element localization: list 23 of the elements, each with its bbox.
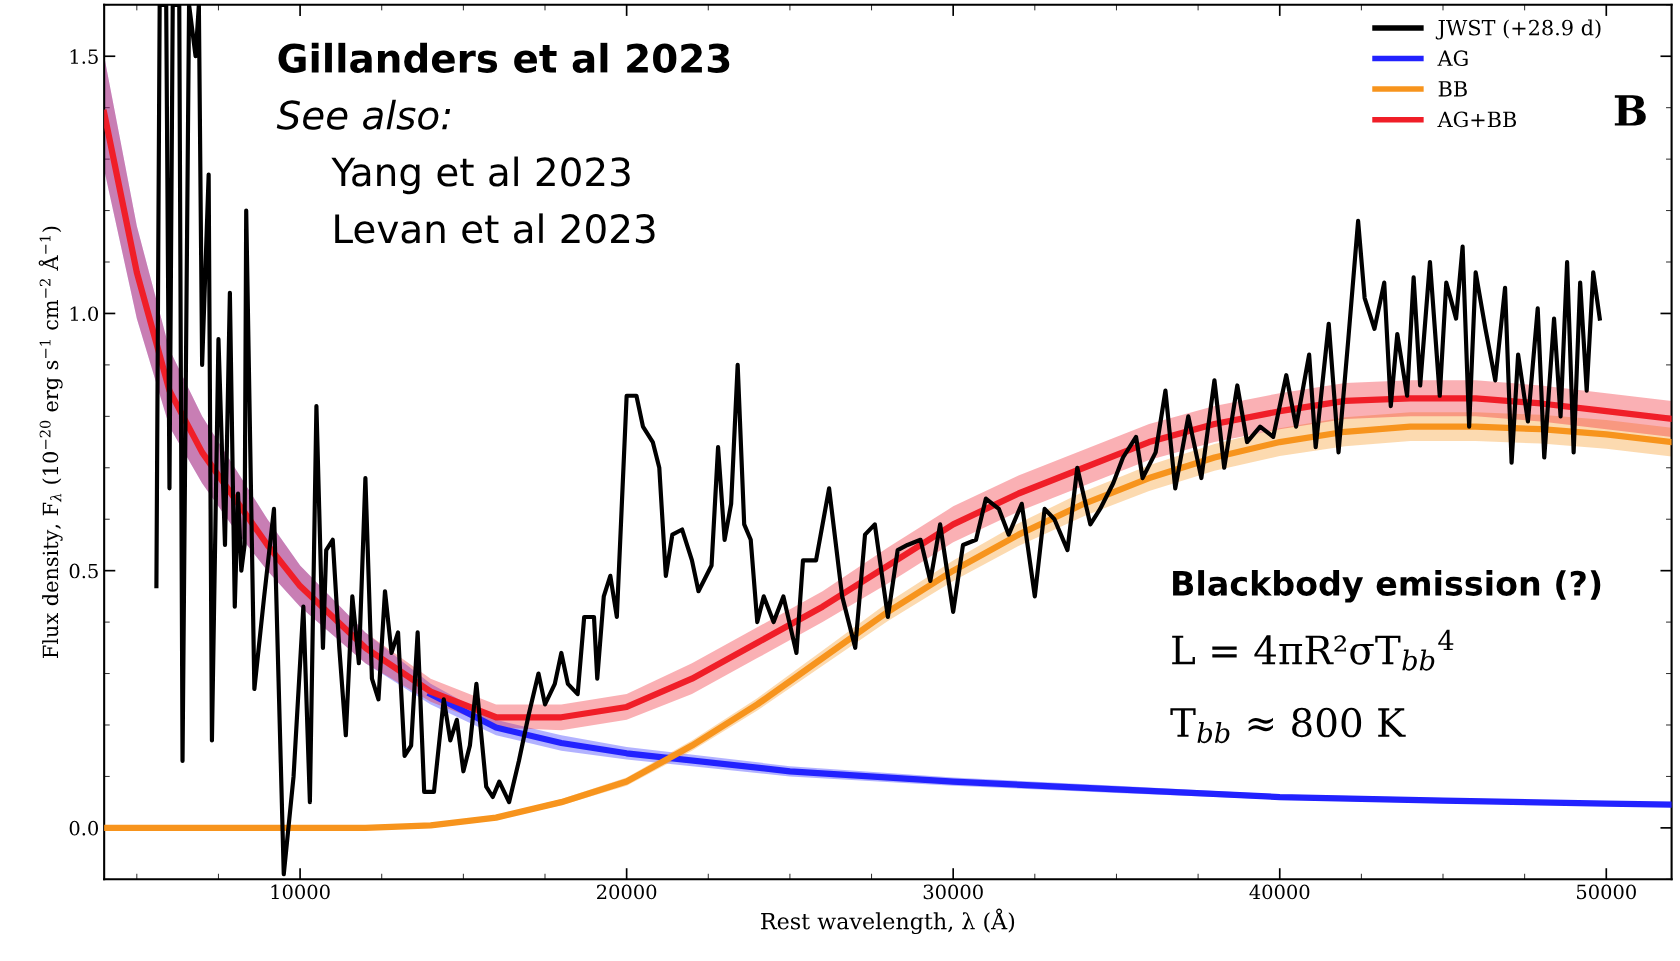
annotation: Gillanders et al 2023 [278,42,730,73]
annotation: Yang et al 2023 [331,156,630,195]
x-tick-label: 20000 [597,884,657,900]
y-tick-label: 1.5 [70,49,98,64]
legend-label: BB [1438,81,1467,97]
annotation: See also: [276,99,451,130]
x-tick-label: 10000 [271,884,330,900]
x-axis-title: Rest wavelength, λ (Å) [761,908,1015,935]
y-tick-label: 0.5 [69,563,98,579]
x-tick-label: 30000 [923,884,983,900]
x-tick-label: 50000 [1577,884,1636,900]
text: Flux density, F$_{λ}$ (10$^{−20}$ erg s$^{−1}$ cm$^{−2}$ Å$^{−1}$) [38,226,63,658]
annotation: Blackbody emission (?) [1173,570,1601,603]
y-tick-label: 1.0 [70,306,99,322]
y-tick-label: 0.0 [69,820,99,836]
legend-label: JWST (+28.9 d) [1435,19,1601,40]
x-tick-label: 40000 [1249,884,1310,900]
annotation: T$_{bb}$ ≈ 800 K [1170,707,1406,744]
annotation: Levan et al 2023 [335,213,655,244]
annotation: L = 4πR²σT$_{bb}$$^{4}$ [1172,629,1454,671]
legend-label: AG+BB [1437,111,1517,128]
legend-label: AG [1437,50,1468,67]
annotation: B [1614,95,1646,126]
